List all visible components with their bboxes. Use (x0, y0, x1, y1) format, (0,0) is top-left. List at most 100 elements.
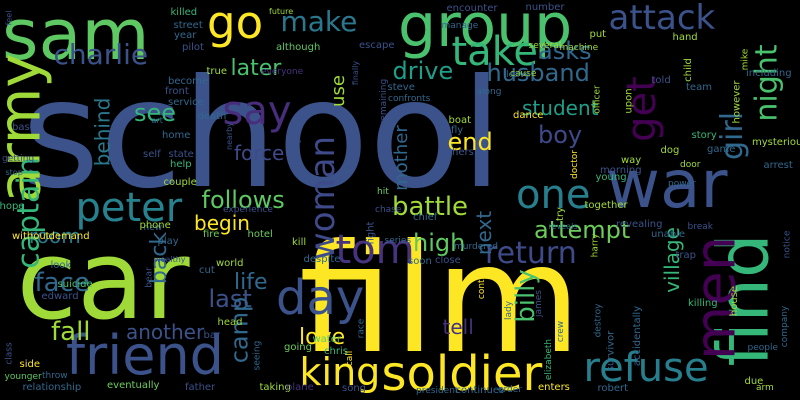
word-story: story (691, 130, 717, 141)
word-trap: trap (675, 250, 697, 261)
word-escape: escape (359, 40, 395, 51)
word-day: day (276, 270, 365, 326)
word-boy: boy (538, 121, 583, 149)
word-chase: chase (375, 204, 402, 215)
word-bar: bar (203, 330, 221, 341)
word-accidentally: accidentally (632, 305, 644, 367)
word-wealthy: wealthy (154, 255, 186, 264)
word-life: life (234, 270, 268, 295)
word-getting: getting (2, 153, 35, 164)
word-service: service (168, 97, 204, 108)
word-james: james (533, 289, 544, 317)
word-younger: younger (4, 371, 42, 382)
word-refuse: refuse (583, 345, 709, 391)
word-tell: tell (442, 315, 474, 339)
word-call: call (344, 350, 355, 366)
word-finally: finally (351, 60, 361, 86)
word-every: every (291, 137, 302, 163)
word-boat: boat (448, 115, 472, 126)
word-along: along (476, 86, 502, 97)
word-see: see (134, 99, 177, 127)
word-hand: hand (672, 32, 698, 43)
word-fight: fight (364, 221, 376, 245)
word-street: street (173, 20, 203, 31)
word-fly: fly (451, 125, 464, 136)
word-arm: arm (756, 382, 774, 393)
word-reveals: reveals (548, 222, 578, 231)
word-seeing: seeing (252, 340, 263, 370)
word-team: team (686, 82, 712, 93)
word-later: later (230, 56, 282, 81)
word-self: self (143, 149, 161, 160)
word-robert: robert (597, 383, 629, 394)
word-plane: plane (286, 382, 314, 393)
word-without: without (12, 231, 50, 242)
word-number: number (525, 2, 565, 13)
word-destroy: destroy (593, 303, 604, 337)
word-say: say (222, 88, 292, 134)
word-father: father (185, 382, 216, 393)
word-series: series (384, 235, 412, 246)
word-lady: lady (503, 300, 514, 320)
word-face: face (34, 268, 90, 298)
word-unable: unable (651, 229, 686, 240)
word-hope: hope (0, 201, 25, 212)
word-try: try (554, 207, 566, 221)
word-death: death (197, 111, 227, 122)
word-encounter: encounter (446, 3, 498, 14)
word-suicide: suicide (57, 279, 93, 290)
word-fall: fall (51, 317, 91, 347)
word-another: another (126, 320, 205, 344)
word-mike: mike (740, 48, 751, 70)
word-steve: steve (387, 82, 415, 93)
word-phone: phone (139, 220, 171, 231)
word-soon: soon (408, 256, 432, 267)
word-student: student (522, 96, 599, 120)
word-new: new (143, 222, 163, 233)
word-home: home (162, 130, 191, 141)
word-edward: edward (41, 291, 79, 302)
word-love: love (299, 325, 346, 350)
word-relationship: relationship (22, 382, 82, 393)
word-husband: husband (486, 59, 590, 87)
word-hit: hit (377, 186, 389, 197)
word-art: art (151, 116, 163, 125)
word-killing: killing (688, 298, 718, 309)
word-people: people (747, 342, 779, 353)
word-king: king (299, 350, 381, 394)
word-head: head (217, 317, 243, 328)
word-due: due (744, 376, 764, 387)
word-help: help (170, 159, 192, 170)
word-mysterious: mysterious (752, 137, 800, 148)
word-battle: battle (392, 192, 469, 222)
word-throw: throw (42, 370, 68, 381)
word-officer: officer (592, 84, 603, 114)
word-one: one (516, 172, 591, 218)
word-continues: continues (455, 385, 505, 396)
word-demand: demand (48, 231, 90, 242)
word-put: put (589, 29, 607, 40)
word-manage: manage (441, 20, 479, 31)
word-arrest: arrest (763, 160, 793, 171)
word-asks: asks (538, 37, 592, 65)
word-true: true (206, 66, 228, 77)
word-harry: harry (590, 233, 601, 257)
word-including: including (746, 68, 792, 79)
word-year: year (174, 30, 197, 41)
word-room: room (29, 224, 81, 248)
word-bear: bear (144, 266, 155, 288)
word-power: power (668, 178, 696, 189)
word-leave: leave (506, 69, 531, 80)
word-experience: experience (223, 204, 273, 215)
word-crew: crew (555, 320, 566, 342)
word-killed: killed (170, 7, 198, 18)
word-elizabeth: elizabeth (543, 338, 554, 380)
word-pilot: pilot (182, 42, 204, 53)
word-future: future (269, 7, 294, 16)
word-several: several (528, 40, 562, 51)
word-force: force (234, 141, 285, 165)
word-water: water (312, 334, 342, 345)
word-order: order (498, 384, 522, 395)
word-high: high (413, 229, 466, 257)
word-survivor: survivor (604, 330, 616, 372)
